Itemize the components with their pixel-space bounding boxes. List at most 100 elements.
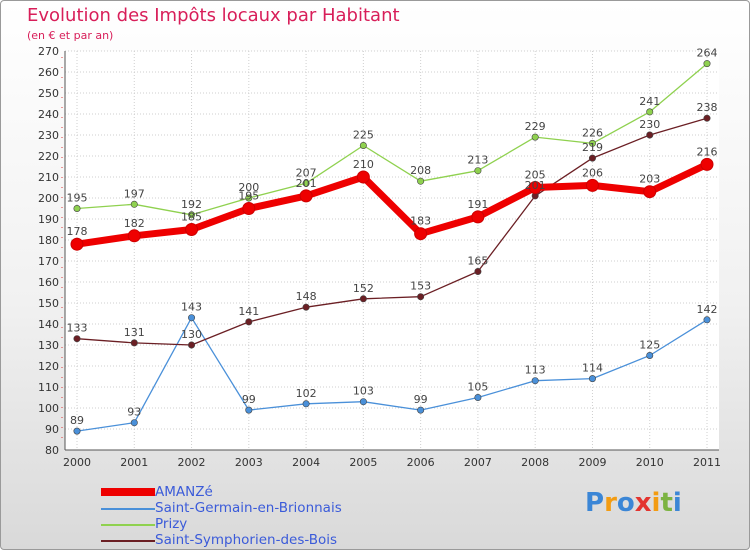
x-tick-label: 2011 [693, 456, 721, 469]
data-label: 125 [639, 339, 660, 352]
data-point [703, 316, 711, 324]
data-label: 197 [124, 187, 145, 200]
y-tick-label: 270 [38, 45, 59, 58]
data-point [245, 406, 253, 414]
data-label: 133 [67, 322, 88, 335]
logo-letter: r [604, 488, 617, 518]
data-label: 148 [296, 290, 317, 303]
data-label: 225 [353, 129, 374, 142]
y-tick-label: 230 [38, 129, 59, 142]
legend-swatch [101, 508, 155, 510]
series-line [76, 161, 709, 248]
data-point [130, 339, 138, 347]
data-point [643, 185, 657, 199]
data-label: 241 [639, 95, 660, 108]
data-point [70, 237, 84, 251]
data-label: 142 [697, 303, 718, 316]
y-tick-label: 200 [38, 192, 59, 205]
data-point [585, 178, 599, 192]
data-point [185, 223, 199, 236]
logo-letter: P [585, 488, 605, 518]
data-label: 105 [467, 381, 488, 394]
y-tick-label: 210 [38, 171, 59, 184]
data-point [531, 133, 539, 141]
data-label: 238 [697, 101, 718, 114]
data-label: 153 [410, 280, 431, 293]
data-label: 205 [525, 169, 546, 182]
data-point [73, 335, 81, 343]
data-point [245, 194, 253, 202]
data-label: 229 [525, 120, 546, 133]
legend-label: Prizy [155, 516, 188, 532]
data-label: 114 [582, 362, 603, 375]
x-tick-label: 2007 [464, 456, 492, 469]
data-label: 178 [67, 225, 88, 238]
data-point [302, 303, 310, 311]
data-point [188, 341, 196, 349]
y-tick-label: 130 [38, 339, 59, 352]
data-label: 131 [124, 326, 145, 339]
data-point [130, 200, 138, 208]
series-line [76, 317, 708, 432]
x-tick-label: 2000 [63, 456, 91, 469]
data-point [528, 181, 542, 194]
data-point [188, 211, 196, 219]
data-point [356, 170, 370, 184]
logo-letter: x [634, 488, 652, 518]
chart-subtitle: (en € et par an) [27, 29, 114, 42]
data-point [245, 318, 253, 326]
data-label: 210 [353, 158, 374, 171]
legend-swatch [101, 488, 155, 496]
data-label: 192 [181, 198, 202, 211]
data-label: 213 [467, 154, 488, 167]
data-label: 182 [124, 217, 145, 230]
logo-letter: o [616, 488, 635, 518]
data-label: 201 [525, 179, 546, 192]
data-point [299, 189, 313, 203]
data-point [646, 351, 654, 359]
data-point [130, 419, 138, 427]
data-label: 141 [238, 305, 259, 318]
data-label: 113 [525, 364, 546, 377]
data-point [474, 267, 482, 275]
logo-letter: i [672, 488, 682, 518]
data-point [588, 154, 596, 162]
data-label: 103 [353, 385, 374, 398]
data-point [417, 406, 425, 414]
chart-title: Evolution des Impôts locaux par Habitant [27, 5, 400, 26]
legend-label: AMANZé [155, 484, 213, 500]
data-label: 195 [67, 192, 88, 205]
data-label: 89 [70, 414, 84, 427]
data-label: 130 [181, 328, 202, 341]
data-point [646, 131, 654, 139]
data-point [417, 293, 425, 301]
data-label: 216 [697, 145, 718, 158]
data-label: 226 [582, 126, 603, 139]
data-label: 195 [238, 190, 259, 203]
data-label: 99 [242, 393, 256, 406]
data-label: 219 [582, 141, 603, 154]
data-point [474, 393, 482, 401]
data-point [703, 60, 711, 68]
legend-swatch [101, 540, 155, 542]
x-tick-label: 2008 [521, 456, 549, 469]
data-label: 230 [639, 118, 660, 131]
data-label: 201 [296, 177, 317, 190]
y-tick-label: 80 [45, 444, 59, 457]
data-point [359, 295, 367, 303]
data-point [471, 210, 485, 224]
data-label: 200 [238, 181, 259, 194]
x-tick-label: 2005 [349, 456, 377, 469]
x-tick-label: 2002 [178, 456, 206, 469]
data-label: 152 [353, 282, 374, 295]
data-point [127, 229, 141, 243]
x-tick-label: 2010 [636, 456, 664, 469]
data-point [359, 142, 367, 150]
y-tick-label: 150 [38, 297, 59, 310]
data-point [302, 179, 310, 187]
y-tick-label: 160 [38, 276, 59, 289]
logo-letter: t [660, 488, 673, 518]
data-point [474, 167, 482, 175]
